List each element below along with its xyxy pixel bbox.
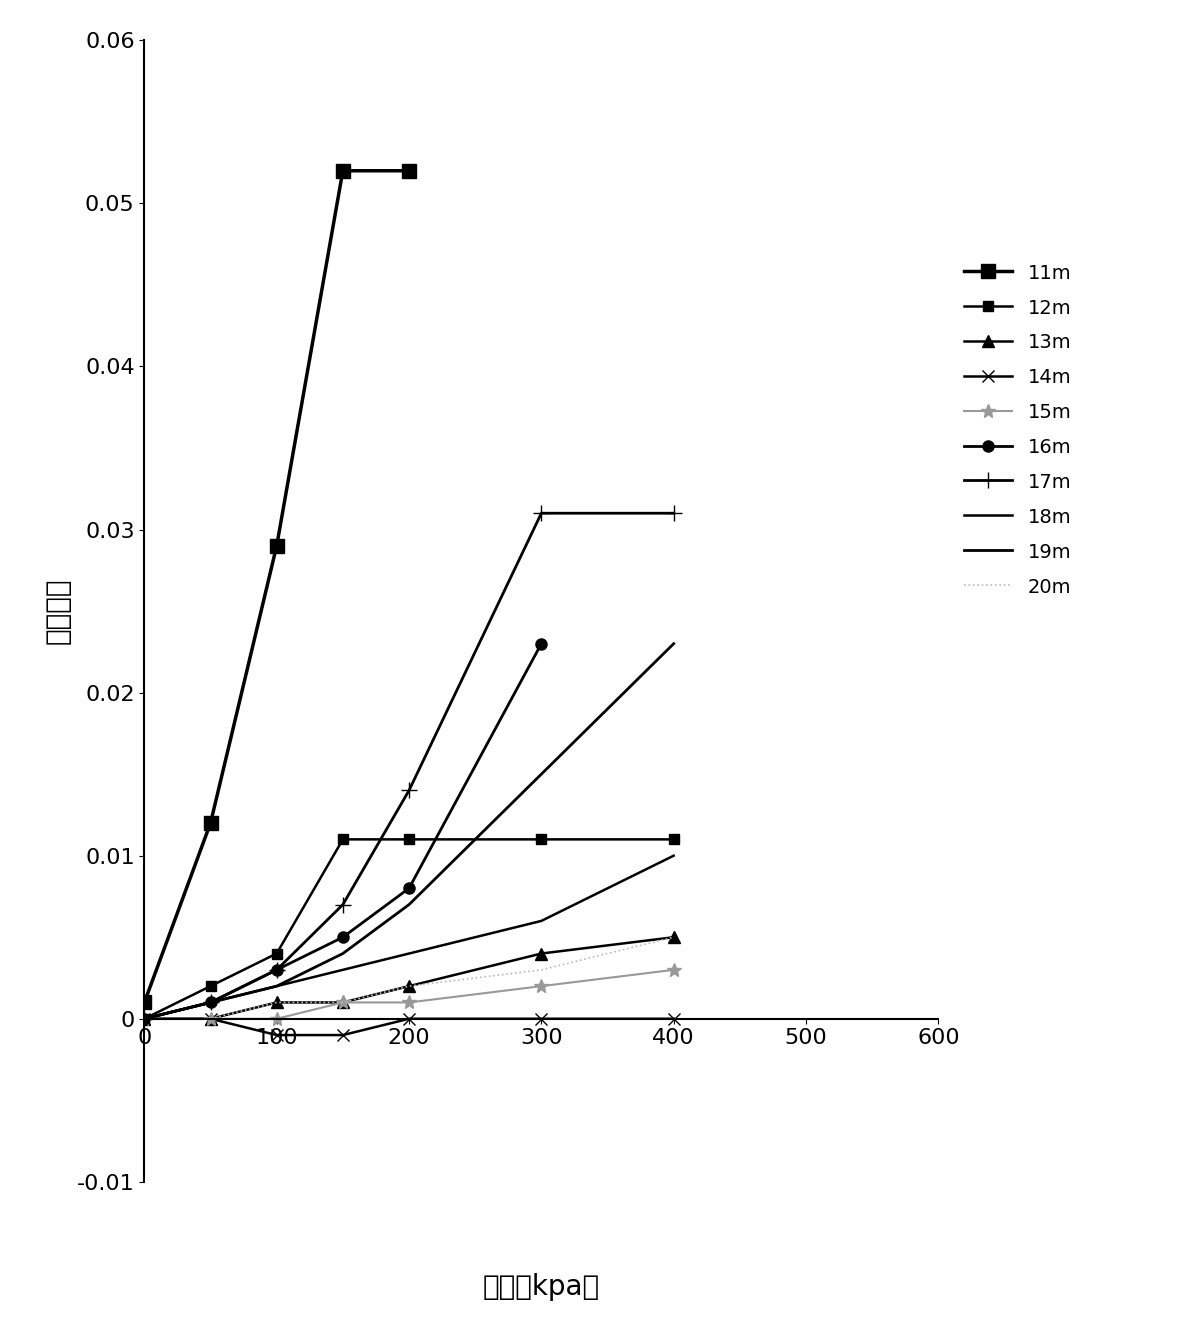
16m bbox=[402, 880, 416, 896]
Line: 17m: 17m bbox=[137, 505, 681, 1026]
12m bbox=[269, 945, 284, 962]
18m bbox=[666, 847, 681, 864]
15m bbox=[137, 1011, 152, 1027]
Line: 12m: 12m bbox=[140, 834, 678, 1023]
20m bbox=[534, 962, 549, 978]
13m bbox=[402, 978, 416, 994]
11m bbox=[336, 163, 350, 179]
17m bbox=[269, 962, 284, 978]
17m bbox=[666, 505, 681, 521]
12m bbox=[137, 1011, 152, 1027]
19m bbox=[269, 978, 284, 994]
19m bbox=[203, 994, 218, 1010]
14m bbox=[269, 1027, 284, 1044]
17m bbox=[402, 783, 416, 799]
12m bbox=[402, 831, 416, 847]
20m bbox=[402, 978, 416, 994]
17m bbox=[203, 994, 218, 1010]
15m bbox=[666, 962, 681, 978]
13m bbox=[666, 929, 681, 945]
14m bbox=[666, 1011, 681, 1027]
17m bbox=[336, 897, 350, 913]
13m bbox=[269, 994, 284, 1010]
19m bbox=[666, 635, 681, 651]
19m bbox=[137, 1011, 152, 1027]
14m bbox=[402, 1011, 416, 1027]
15m bbox=[203, 1011, 218, 1027]
12m bbox=[336, 831, 350, 847]
Line: 16m: 16m bbox=[138, 638, 547, 1025]
Line: 18m: 18m bbox=[144, 855, 674, 1019]
16m bbox=[336, 929, 350, 945]
18m bbox=[336, 962, 350, 978]
13m bbox=[336, 994, 350, 1010]
11m bbox=[203, 815, 218, 831]
14m bbox=[203, 1011, 218, 1027]
15m bbox=[402, 994, 416, 1010]
15m bbox=[269, 1011, 284, 1027]
20m bbox=[203, 1011, 218, 1027]
15m bbox=[534, 978, 549, 994]
20m bbox=[666, 929, 681, 945]
Y-axis label: 湿陷系数: 湿陷系数 bbox=[43, 577, 71, 645]
12m bbox=[666, 831, 681, 847]
16m bbox=[203, 994, 218, 1010]
Line: 13m: 13m bbox=[138, 932, 680, 1025]
16m bbox=[534, 635, 549, 651]
20m bbox=[336, 994, 350, 1010]
16m bbox=[269, 962, 284, 978]
17m bbox=[137, 1011, 152, 1027]
X-axis label: 压力（kpa）: 压力（kpa） bbox=[482, 1273, 600, 1301]
11m bbox=[137, 994, 152, 1010]
20m bbox=[137, 1011, 152, 1027]
18m bbox=[269, 978, 284, 994]
13m bbox=[203, 1011, 218, 1027]
18m bbox=[137, 1011, 152, 1027]
Line: 20m: 20m bbox=[144, 937, 674, 1019]
13m bbox=[137, 1011, 152, 1027]
18m bbox=[402, 945, 416, 962]
14m bbox=[534, 1011, 549, 1027]
19m bbox=[402, 897, 416, 913]
19m bbox=[336, 945, 350, 962]
Line: 19m: 19m bbox=[144, 643, 674, 1019]
20m bbox=[269, 994, 284, 1010]
12m bbox=[534, 831, 549, 847]
Legend: 11m, 12m, 13m, 14m, 15m, 16m, 17m, 18m, 19m, 20m: 11m, 12m, 13m, 14m, 15m, 16m, 17m, 18m, … bbox=[956, 255, 1079, 604]
15m bbox=[336, 994, 350, 1010]
18m bbox=[203, 994, 218, 1010]
12m bbox=[203, 978, 218, 994]
18m bbox=[534, 913, 549, 929]
19m bbox=[534, 766, 549, 782]
11m bbox=[269, 537, 284, 553]
11m bbox=[402, 163, 416, 179]
Line: 15m: 15m bbox=[137, 963, 681, 1026]
14m bbox=[336, 1027, 350, 1044]
Line: 14m: 14m bbox=[138, 1013, 680, 1041]
17m bbox=[534, 505, 549, 521]
Line: 11m: 11m bbox=[137, 164, 416, 1010]
16m bbox=[137, 1011, 152, 1027]
14m bbox=[137, 1011, 152, 1027]
13m bbox=[534, 945, 549, 962]
